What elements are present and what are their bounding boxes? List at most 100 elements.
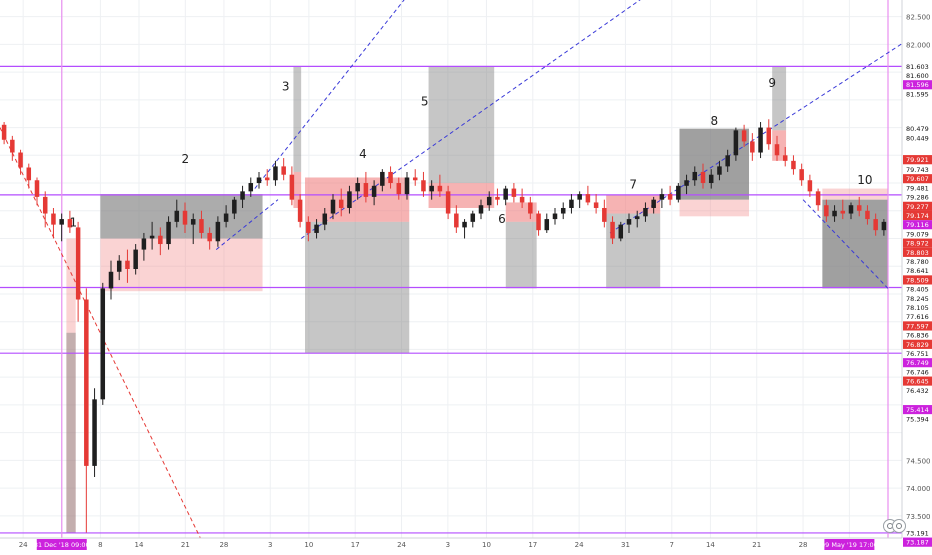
price-label: 78.780: [906, 258, 929, 266]
time-tick-label: 17: [351, 541, 360, 549]
time-axis[interactable]: 24 31 Dec '18 09:00 8 14 21 28 3 10 17 24 3 10 17 24 3…: [0, 537, 902, 550]
candle-body: [569, 199, 574, 208]
candle-body: [667, 194, 673, 200]
candle-body: [59, 219, 64, 225]
time-tick-label: 3: [446, 541, 450, 549]
candle-body: [643, 207, 648, 217]
range-box: [66, 238, 76, 534]
candle-body: [289, 174, 295, 200]
price-label: 78.105: [906, 304, 929, 312]
price-label: 77.597: [906, 322, 929, 330]
price-label-bg: [903, 201, 932, 211]
candle-body: [445, 191, 451, 214]
candle-body: [725, 155, 730, 167]
price-label: 78.509: [906, 276, 929, 284]
price-label-bg: [903, 229, 932, 239]
candle-body: [528, 202, 533, 214]
candle-body: [396, 183, 402, 195]
price-label: 81.600: [906, 72, 929, 80]
candle-body: [692, 171, 698, 181]
price-label: 79.277: [906, 203, 929, 211]
time-tick-label: 28: [799, 541, 808, 549]
time-highlight-label: 09 May '19 17:00: [821, 541, 878, 549]
price-label: 79.481: [906, 184, 929, 192]
price-label: 79.607: [906, 175, 929, 183]
candle-body: [717, 166, 722, 175]
time-tick-label: 10: [482, 541, 491, 549]
price-label-bg: [903, 210, 932, 221]
price-tick-label: 74.000: [906, 485, 931, 493]
price-label: 78.803: [906, 249, 929, 257]
price-label-bg: [903, 220, 932, 230]
vertical-lines-layer: [61, 0, 889, 538]
time-tick-label: 31: [621, 541, 630, 549]
time-tick-label: 24: [19, 541, 28, 549]
candle-body: [10, 139, 15, 153]
candle-body: [18, 152, 23, 168]
candle-body: [314, 224, 319, 233]
candle-body: [412, 177, 418, 181]
price-label-bg: [903, 528, 932, 538]
auto-scale-icon[interactable]: [892, 519, 906, 533]
time-highlight-bg: [36, 539, 87, 550]
candle-body: [322, 213, 328, 225]
candle-body: [388, 171, 393, 184]
price-label-bg: [903, 376, 932, 386]
wave-label: 1: [70, 215, 78, 229]
price-label: 78.245: [906, 295, 929, 303]
price-label-bg: [903, 80, 932, 90]
price-label-bg: [903, 192, 932, 202]
price-label: 78.972: [906, 240, 929, 248]
candle-body: [273, 166, 278, 181]
candle-body: [149, 235, 155, 239]
wave-label: 7: [629, 178, 637, 192]
price-axis[interactable]: 82.500 82.000 74.500 74.000 73.500 81.60381.6…: [901, 0, 932, 550]
candle-body: [741, 130, 747, 142]
grid-layer: [0, 0, 902, 538]
candle-body: [141, 238, 147, 250]
range-boxes-layer: [66, 66, 888, 534]
price-label-bg: [903, 247, 932, 257]
price-label-bg: [903, 89, 932, 99]
wave-label: 10: [857, 173, 872, 187]
candle-body: [536, 213, 541, 231]
price-label: 81.596: [906, 81, 929, 89]
price-label: 80.449: [906, 134, 929, 142]
price-label: 76.751: [906, 350, 929, 358]
candle-body: [207, 232, 212, 242]
candle-body: [511, 188, 517, 197]
time-tick-label: 24: [575, 541, 584, 549]
price-tick-label: 74.500: [906, 457, 931, 465]
candle-body: [560, 207, 566, 214]
candle-body: [199, 219, 204, 233]
price-label-bg: [903, 537, 932, 547]
time-tick-label: 28: [219, 541, 228, 549]
candle-body: [750, 141, 755, 153]
candles-layer: [1, 119, 887, 533]
candle-body: [75, 227, 81, 300]
candle-body: [676, 185, 681, 200]
time-highlight-label: 31 Dec '18 09:00: [34, 541, 90, 549]
time-tick-label: 3: [268, 541, 272, 549]
candle-body: [873, 219, 878, 231]
candle-body: [881, 221, 887, 231]
candle-body: [380, 171, 385, 186]
candle-body: [782, 155, 788, 161]
wave-label: 4: [359, 147, 367, 161]
price-label-bg: [903, 183, 932, 193]
price-label-bg: [903, 330, 932, 340]
time-tick-label: 10: [304, 541, 313, 549]
candle-body: [125, 260, 130, 269]
candle-body: [618, 224, 624, 239]
candle-body: [659, 194, 665, 200]
range-box: [772, 66, 787, 131]
candle-body: [651, 199, 656, 208]
candle-body: [577, 194, 582, 200]
time-tick-label: 7: [670, 541, 674, 549]
annotations-layer: 1 2 3 4 5 6 7 8 9 10: [70, 76, 873, 229]
price-label: 76.746: [906, 368, 929, 376]
wave-label: 2: [182, 152, 190, 166]
trendline: [254, 0, 405, 189]
